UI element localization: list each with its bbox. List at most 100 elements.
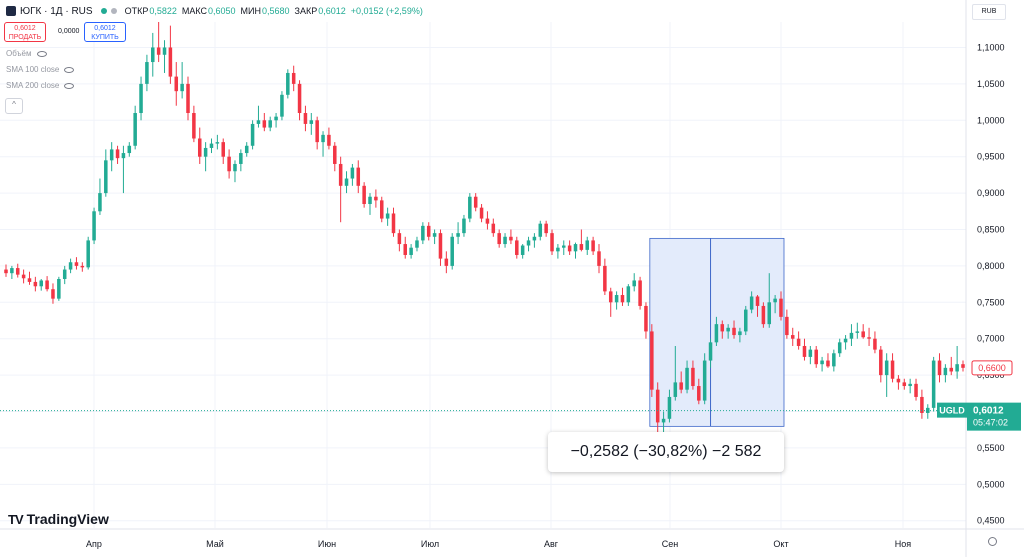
candle-body[interactable] — [139, 83, 143, 114]
eye-hidden-icon[interactable] — [64, 66, 75, 73]
candle-body[interactable] — [738, 331, 742, 336]
candle-body[interactable] — [444, 258, 449, 266]
candle-body[interactable] — [68, 262, 73, 270]
candle-body[interactable] — [262, 120, 267, 128]
candle-body[interactable] — [655, 389, 660, 423]
candle-body[interactable] — [955, 364, 959, 372]
candle-body[interactable] — [456, 233, 460, 237]
candle-body[interactable] — [327, 134, 331, 146]
candle-body[interactable] — [515, 240, 519, 255]
candle-body[interactable] — [74, 262, 79, 266]
candle-body[interactable] — [62, 269, 67, 280]
candle-body[interactable] — [39, 280, 43, 287]
candle-body[interactable] — [203, 147, 208, 157]
candle-body[interactable] — [585, 240, 590, 250]
candle-body[interactable] — [896, 378, 901, 383]
candle-body[interactable] — [650, 331, 654, 390]
candle-body[interactable] — [779, 298, 783, 317]
settings-gear-icon[interactable] — [988, 537, 997, 546]
candle-body[interactable] — [450, 236, 454, 266]
candle-body[interactable] — [315, 120, 319, 143]
candle-body[interactable] — [162, 47, 167, 55]
candle-body[interactable] — [720, 324, 725, 332]
candle-body[interactable] — [638, 280, 642, 306]
candle-body[interactable] — [27, 278, 32, 282]
candle-body[interactable] — [297, 83, 302, 114]
price-axis[interactable]: 1,1000 1,0500 1,0000 0,9500 0,9000 0,8500 0,80… — [965, 0, 1005, 557]
candle-body[interactable] — [397, 233, 402, 245]
candle-body[interactable] — [209, 143, 214, 148]
candle-body[interactable] — [802, 345, 807, 357]
candle-body[interactable] — [526, 240, 531, 246]
candle-body[interactable] — [356, 167, 361, 186]
candle-body[interactable] — [626, 286, 631, 303]
candle-body[interactable] — [937, 360, 942, 376]
candle-body[interactable] — [538, 223, 543, 237]
candle-body[interactable] — [145, 62, 149, 84]
time-axis[interactable]: Апр Май Июн Июл Авг Сен Окт Ноя — [0, 528, 1024, 549]
candle-body[interactable] — [697, 386, 701, 401]
candle-body[interactable] — [837, 342, 842, 354]
candle-body[interactable] — [708, 342, 713, 361]
candle-body[interactable] — [168, 47, 173, 77]
candle-body[interactable] — [268, 120, 272, 128]
candle-body[interactable] — [338, 163, 343, 186]
candle-body[interactable] — [532, 236, 537, 241]
candle-body[interactable] — [567, 245, 572, 252]
candle-body[interactable] — [426, 225, 431, 237]
candle-body[interactable] — [673, 382, 678, 397]
candle-body[interactable] — [556, 247, 560, 252]
candle-body[interactable] — [344, 178, 349, 186]
candle-body[interactable] — [291, 72, 296, 84]
candle-body[interactable] — [479, 207, 484, 219]
sell-button[interactable]: 0,6012 ПРОДАТЬ — [4, 22, 46, 42]
candle-body[interactable] — [186, 83, 190, 114]
candle-body[interactable] — [826, 360, 830, 367]
candle-body[interactable] — [608, 291, 613, 303]
candle-body[interactable] — [286, 72, 290, 95]
candle-body[interactable] — [468, 196, 472, 219]
candle-body[interactable] — [379, 200, 384, 219]
candle-body[interactable] — [691, 367, 695, 387]
candle-body[interactable] — [520, 245, 525, 255]
candle-body[interactable] — [744, 309, 748, 332]
candle-body[interactable] — [473, 196, 478, 208]
candle-body[interactable] — [432, 233, 437, 237]
symbol-title[interactable]: ЮГК · 1Д · RUS — [20, 5, 93, 17]
candle-body[interactable] — [890, 360, 895, 379]
candle-body[interactable] — [579, 244, 584, 250]
candle-body[interactable] — [855, 331, 860, 333]
tradingview-logo[interactable]: TV TradingView — [8, 511, 109, 527]
candle-body[interactable] — [632, 280, 636, 287]
candle-body[interactable] — [702, 360, 707, 401]
candle-body[interactable] — [879, 349, 883, 376]
candle-body[interactable] — [949, 367, 954, 372]
collapse-legend-button[interactable]: ^ — [5, 98, 23, 114]
indicator-sma100[interactable]: SMA 100 close — [6, 65, 75, 74]
candle-body[interactable] — [197, 138, 202, 157]
candle-body[interactable] — [661, 418, 666, 423]
candle-body[interactable] — [790, 335, 795, 339]
candle-body[interactable] — [920, 396, 924, 413]
candle-body[interactable] — [597, 251, 601, 266]
candle-body[interactable] — [732, 327, 736, 336]
candle-body[interactable] — [403, 244, 408, 255]
candle-body[interactable] — [21, 274, 26, 279]
candle-body[interactable] — [385, 213, 390, 219]
candle-body[interactable] — [667, 396, 672, 419]
candle-body[interactable] — [796, 338, 801, 346]
candle-body[interactable] — [620, 295, 625, 303]
indicator-sma200[interactable]: SMA 200 close — [6, 81, 75, 90]
candle-body[interactable] — [57, 279, 61, 299]
candle-body[interactable] — [368, 196, 372, 205]
candle-body[interactable] — [714, 324, 719, 343]
eye-hidden-icon[interactable] — [64, 82, 75, 89]
candle-body[interactable] — [902, 382, 907, 387]
candle-body[interactable] — [843, 338, 848, 343]
candle-body[interactable] — [86, 240, 90, 268]
candle-body[interactable] — [679, 382, 683, 390]
candle-body[interactable] — [151, 47, 155, 63]
candle-body[interactable] — [849, 332, 854, 339]
candle-body[interactable] — [561, 245, 566, 248]
candle-body[interactable] — [867, 337, 871, 339]
